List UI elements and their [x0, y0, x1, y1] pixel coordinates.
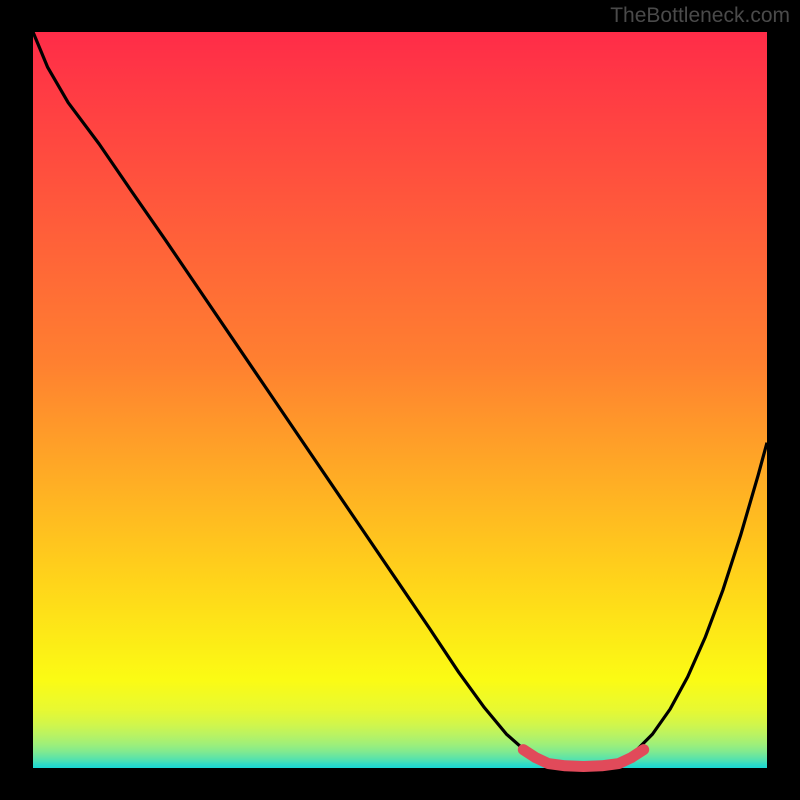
watermark-text: TheBottleneck.com [610, 4, 790, 28]
curve-overlay [0, 0, 800, 800]
curve-thickmark [523, 750, 643, 767]
curve-main [33, 32, 767, 767]
